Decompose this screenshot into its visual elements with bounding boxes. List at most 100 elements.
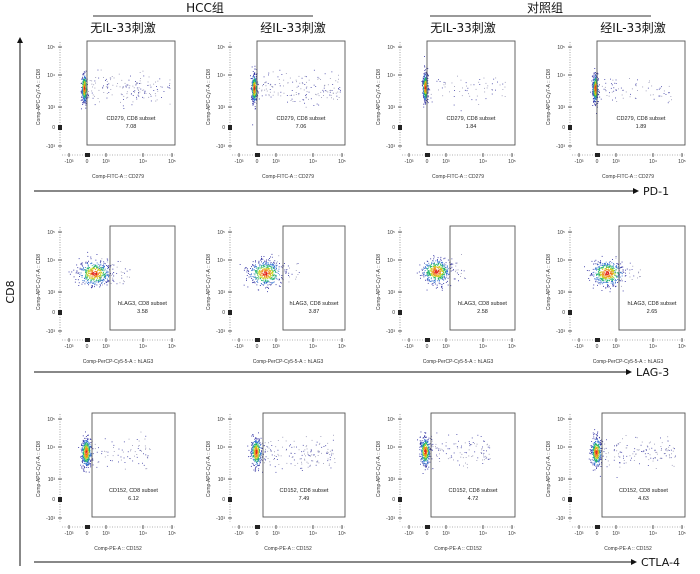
event-dot <box>429 265 431 267</box>
event-dot <box>663 93 665 94</box>
event-dot <box>611 271 613 272</box>
event-dot <box>105 272 107 274</box>
event-dot <box>419 264 421 266</box>
event-dot <box>261 274 263 276</box>
gate[interactable] <box>596 40 686 146</box>
event-dot <box>107 266 109 268</box>
event-dot <box>259 265 260 267</box>
event-dot <box>592 91 594 92</box>
event-dot <box>269 277 271 278</box>
event-dot <box>292 81 294 83</box>
event-dot <box>277 273 279 274</box>
y-axis-label: Comp-APC-Cy7-A :: CD8 <box>36 254 42 310</box>
gate[interactable] <box>449 225 516 331</box>
gate[interactable] <box>282 225 346 331</box>
event-dot <box>600 260 601 262</box>
event-dot <box>594 268 596 269</box>
event-dot <box>598 276 600 278</box>
y-axis-label: Comp-APC-Cy7-A :: CD8 <box>376 254 382 310</box>
gate-label: CD279, CD8 subset <box>277 116 326 122</box>
event-dot <box>85 275 86 277</box>
gate[interactable] <box>86 40 176 146</box>
event-dot <box>98 275 100 276</box>
event-dot <box>254 92 256 93</box>
event-dot <box>446 270 448 272</box>
event-dot <box>424 91 425 93</box>
event-dot <box>331 97 332 99</box>
event-dot <box>430 272 432 274</box>
event-dot <box>82 84 84 86</box>
event-dot <box>81 275 83 276</box>
event-dot <box>280 91 282 93</box>
event-dot <box>428 270 430 272</box>
event-dot <box>258 262 260 264</box>
gate[interactable] <box>256 40 346 146</box>
event-dot <box>255 98 257 100</box>
event-dot <box>337 91 339 93</box>
event-dot <box>271 85 273 87</box>
event-dot <box>631 279 633 280</box>
event-dot <box>108 274 110 276</box>
event-dot <box>87 457 88 458</box>
event-dot <box>273 262 275 264</box>
event-dot <box>84 442 86 444</box>
event-dot <box>610 272 612 274</box>
event-dot <box>264 271 265 273</box>
event-dot <box>596 277 598 278</box>
event-dot <box>626 268 628 270</box>
y-tick-label: 10³ <box>558 105 566 111</box>
event-dot <box>103 265 105 267</box>
gate[interactable] <box>426 40 516 146</box>
event-dot <box>427 88 429 90</box>
event-dot <box>621 261 623 263</box>
event-dot <box>423 94 425 96</box>
y-tick-label: -10³ <box>386 144 395 150</box>
event-dot <box>596 268 598 270</box>
event-dot <box>251 66 253 68</box>
event-dot <box>600 272 602 274</box>
event-dot <box>620 272 621 274</box>
event-dot <box>612 99 613 101</box>
event-dot <box>244 267 246 269</box>
event-dot <box>255 86 256 88</box>
gate[interactable] <box>109 225 176 331</box>
gate[interactable] <box>618 225 686 331</box>
event-dot <box>609 261 611 262</box>
event-dot <box>595 83 597 85</box>
event-dot <box>338 97 340 98</box>
event-dot <box>255 272 257 274</box>
event-dot <box>622 269 624 271</box>
event-dot <box>118 461 119 463</box>
event-dot <box>89 449 91 450</box>
event-dot <box>437 257 439 259</box>
event-dot <box>592 89 594 91</box>
event-dot <box>272 272 274 274</box>
event-dot <box>422 79 424 81</box>
event-dot <box>437 280 439 282</box>
event-dot <box>269 277 271 279</box>
event-dot <box>610 275 612 277</box>
event-dot <box>94 275 96 277</box>
event-dot <box>427 89 429 91</box>
event-dot <box>592 87 594 88</box>
event-dot <box>267 291 268 293</box>
gate[interactable] <box>91 412 176 518</box>
event-dot <box>601 283 603 285</box>
x-tick-label: 0 <box>86 531 89 537</box>
event-dot <box>270 266 271 268</box>
event-dot <box>432 273 433 275</box>
event-dot <box>624 275 626 277</box>
event-dot <box>295 270 297 271</box>
event-dot <box>91 92 93 94</box>
event-dot <box>259 266 261 268</box>
event-dot <box>132 445 133 446</box>
event-dot <box>254 87 256 88</box>
event-dot <box>442 263 443 265</box>
event-dot <box>427 265 428 267</box>
event-dot <box>253 72 255 74</box>
event-dot <box>313 84 315 86</box>
event-dot <box>98 266 100 268</box>
event-dot <box>259 268 261 270</box>
event-dot <box>87 445 88 447</box>
event-dot <box>435 279 436 281</box>
